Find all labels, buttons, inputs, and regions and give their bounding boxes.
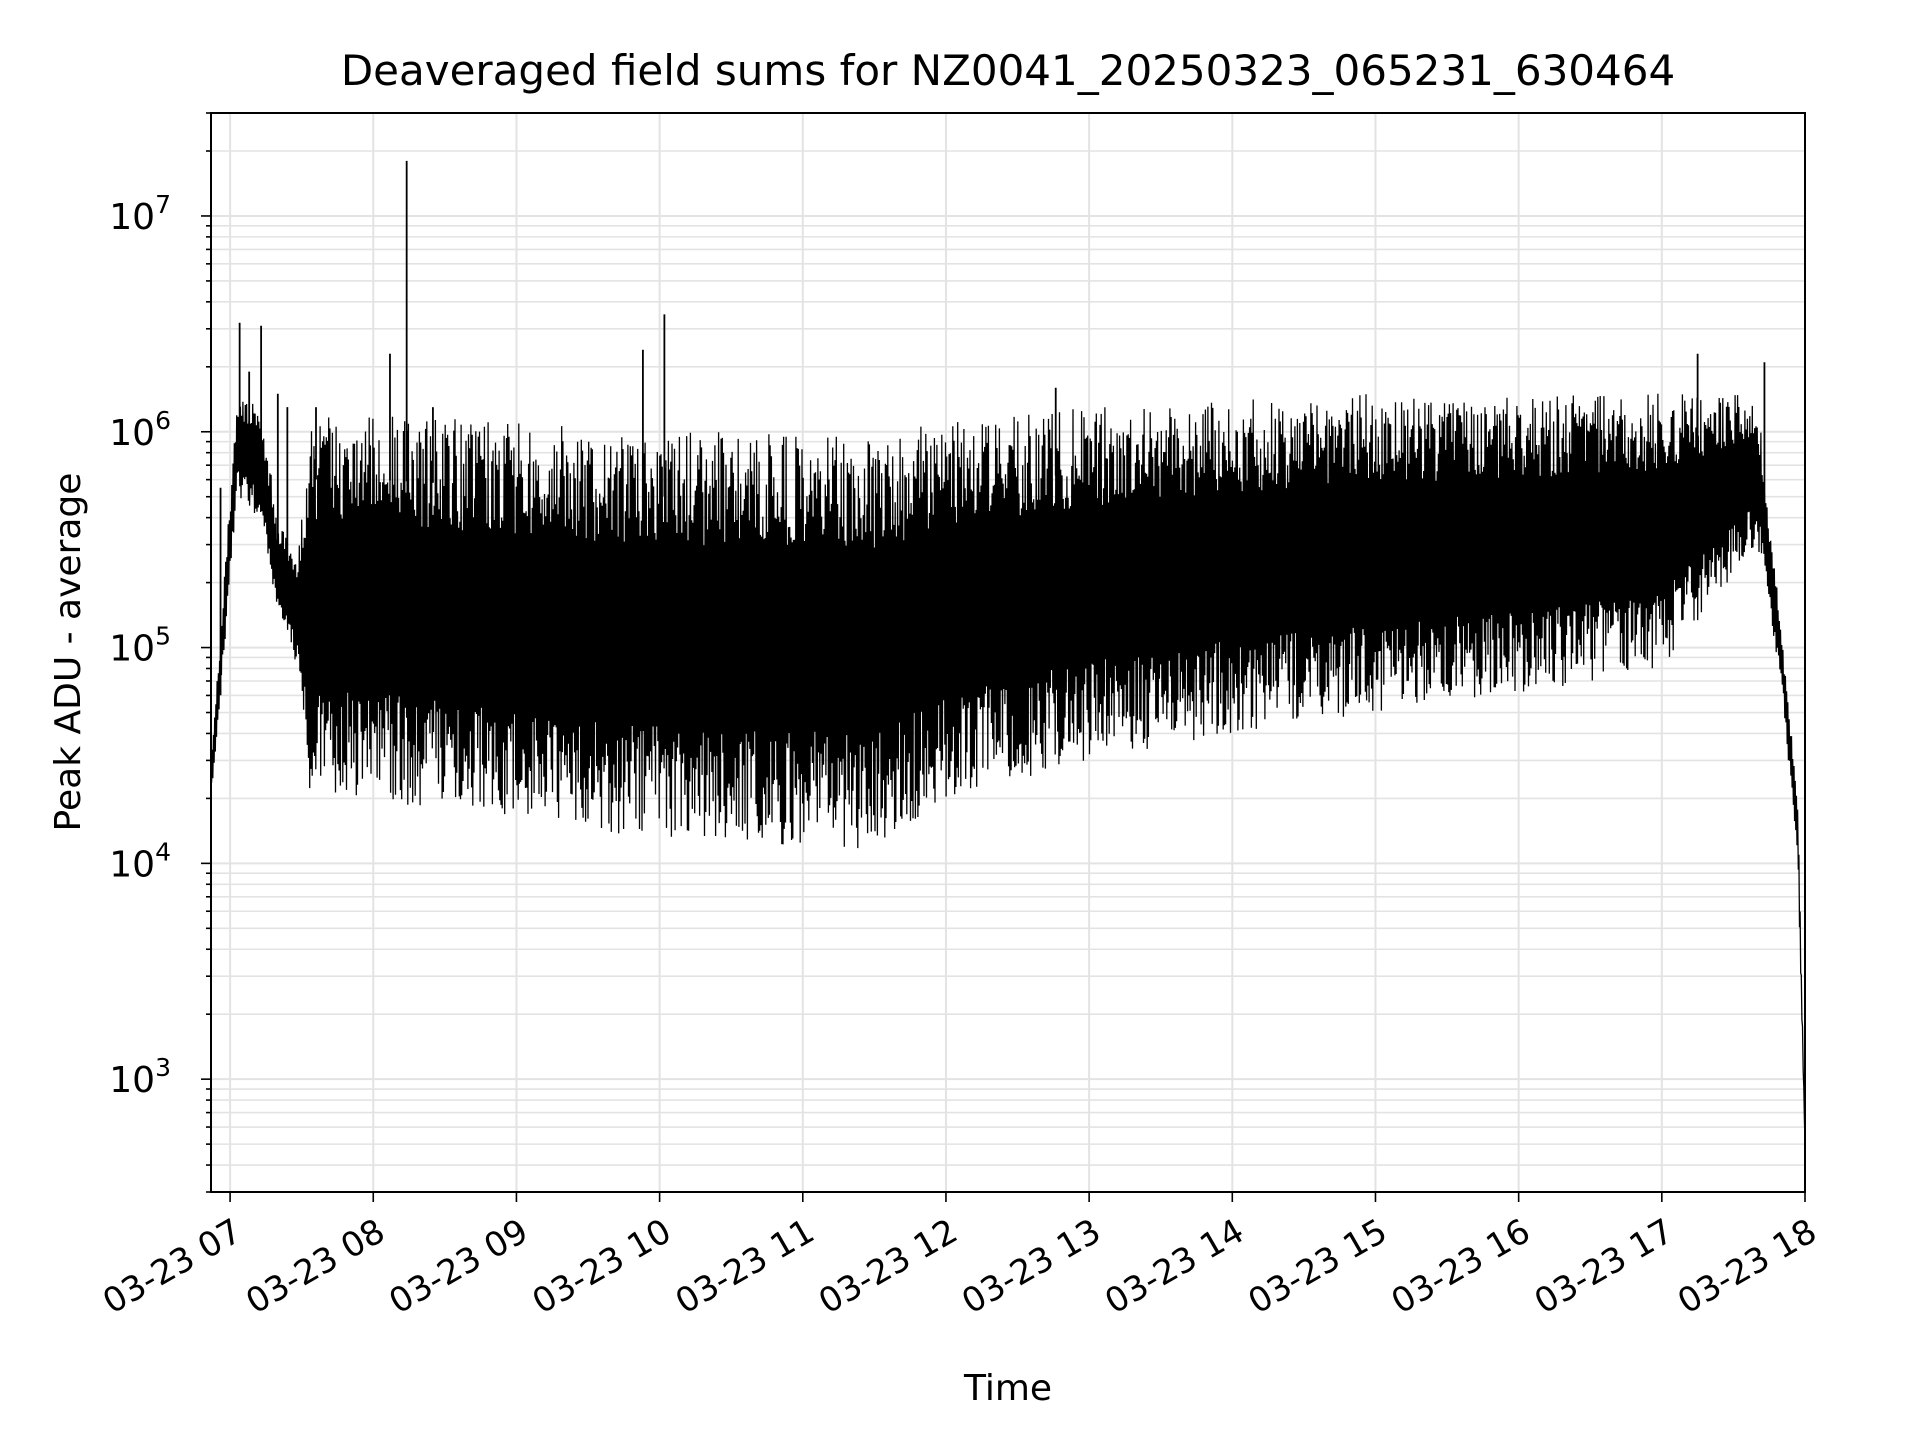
y-tick-label: 103 [109, 1053, 171, 1101]
y-tick-label: 107 [109, 190, 171, 238]
y-tick-label: 104 [109, 837, 171, 885]
series-line [210, 393, 1806, 1145]
data-series [210, 160, 1806, 1145]
y-tick-label: 105 [109, 622, 171, 670]
x-axis-label: Time [963, 1368, 1052, 1409]
y-tick-label: 106 [109, 406, 171, 454]
chart-title: Deaveraged field sums for NZ0041_2025032… [341, 46, 1675, 95]
y-axis-label: Peak ADU - average [48, 473, 89, 832]
plot-frame [210, 112, 1806, 1193]
